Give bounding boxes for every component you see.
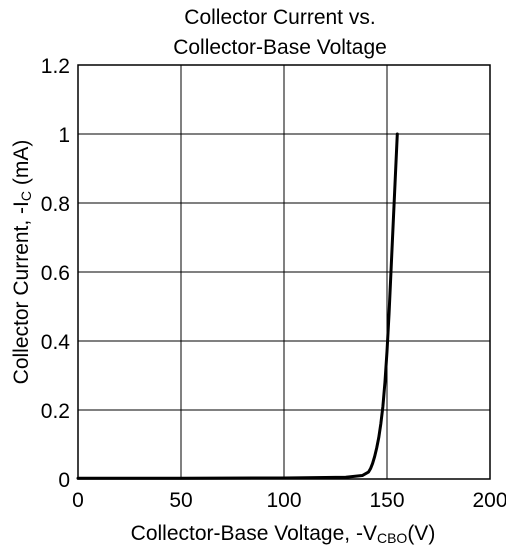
x-tick-label: 200 [472, 489, 506, 512]
series-line-0 [76, 132, 399, 480]
x-axis-label-main: Collector-Base Voltage, -V [131, 522, 377, 545]
y-axis-label-main: Collector Current, -I [10, 201, 33, 384]
y-tick-label: 0.8 [41, 193, 70, 216]
x-tick-label: 50 [169, 489, 192, 512]
grid [77, 64, 491, 480]
x-axis-label-unit: (V) [407, 522, 435, 545]
x-tick-label: 100 [266, 489, 301, 512]
x-tick-label: 150 [369, 489, 404, 512]
y-tick-label: 1.2 [41, 55, 70, 78]
y-axis-label-unit: (mA) [10, 140, 33, 191]
series-layer [76, 132, 399, 480]
y-tick-label: 0.2 [41, 400, 70, 423]
y-axis-label: Collector Current, -IC (mA) [10, 140, 34, 385]
x-axis-label-subscript: CBO [377, 530, 407, 546]
x-tick-label: 0 [72, 489, 84, 512]
chart-title-line-1: Collector Current vs. [184, 6, 375, 29]
y-tick-label: 0.4 [41, 331, 71, 354]
y-axis-label-subscript: C [18, 191, 34, 201]
chart-title-line-2: Collector-Base Voltage [173, 36, 387, 59]
y-tick-label: 0 [58, 469, 70, 492]
tick-labels: 0 50 100 150 200 0 0.2 0.4 0.6 0.8 1 1.2 [41, 55, 506, 512]
x-axis-label: Collector-Base Voltage, -VCBO(V) [131, 522, 436, 546]
y-tick-label: 1 [58, 124, 70, 147]
y-tick-label: 0.6 [41, 262, 70, 285]
